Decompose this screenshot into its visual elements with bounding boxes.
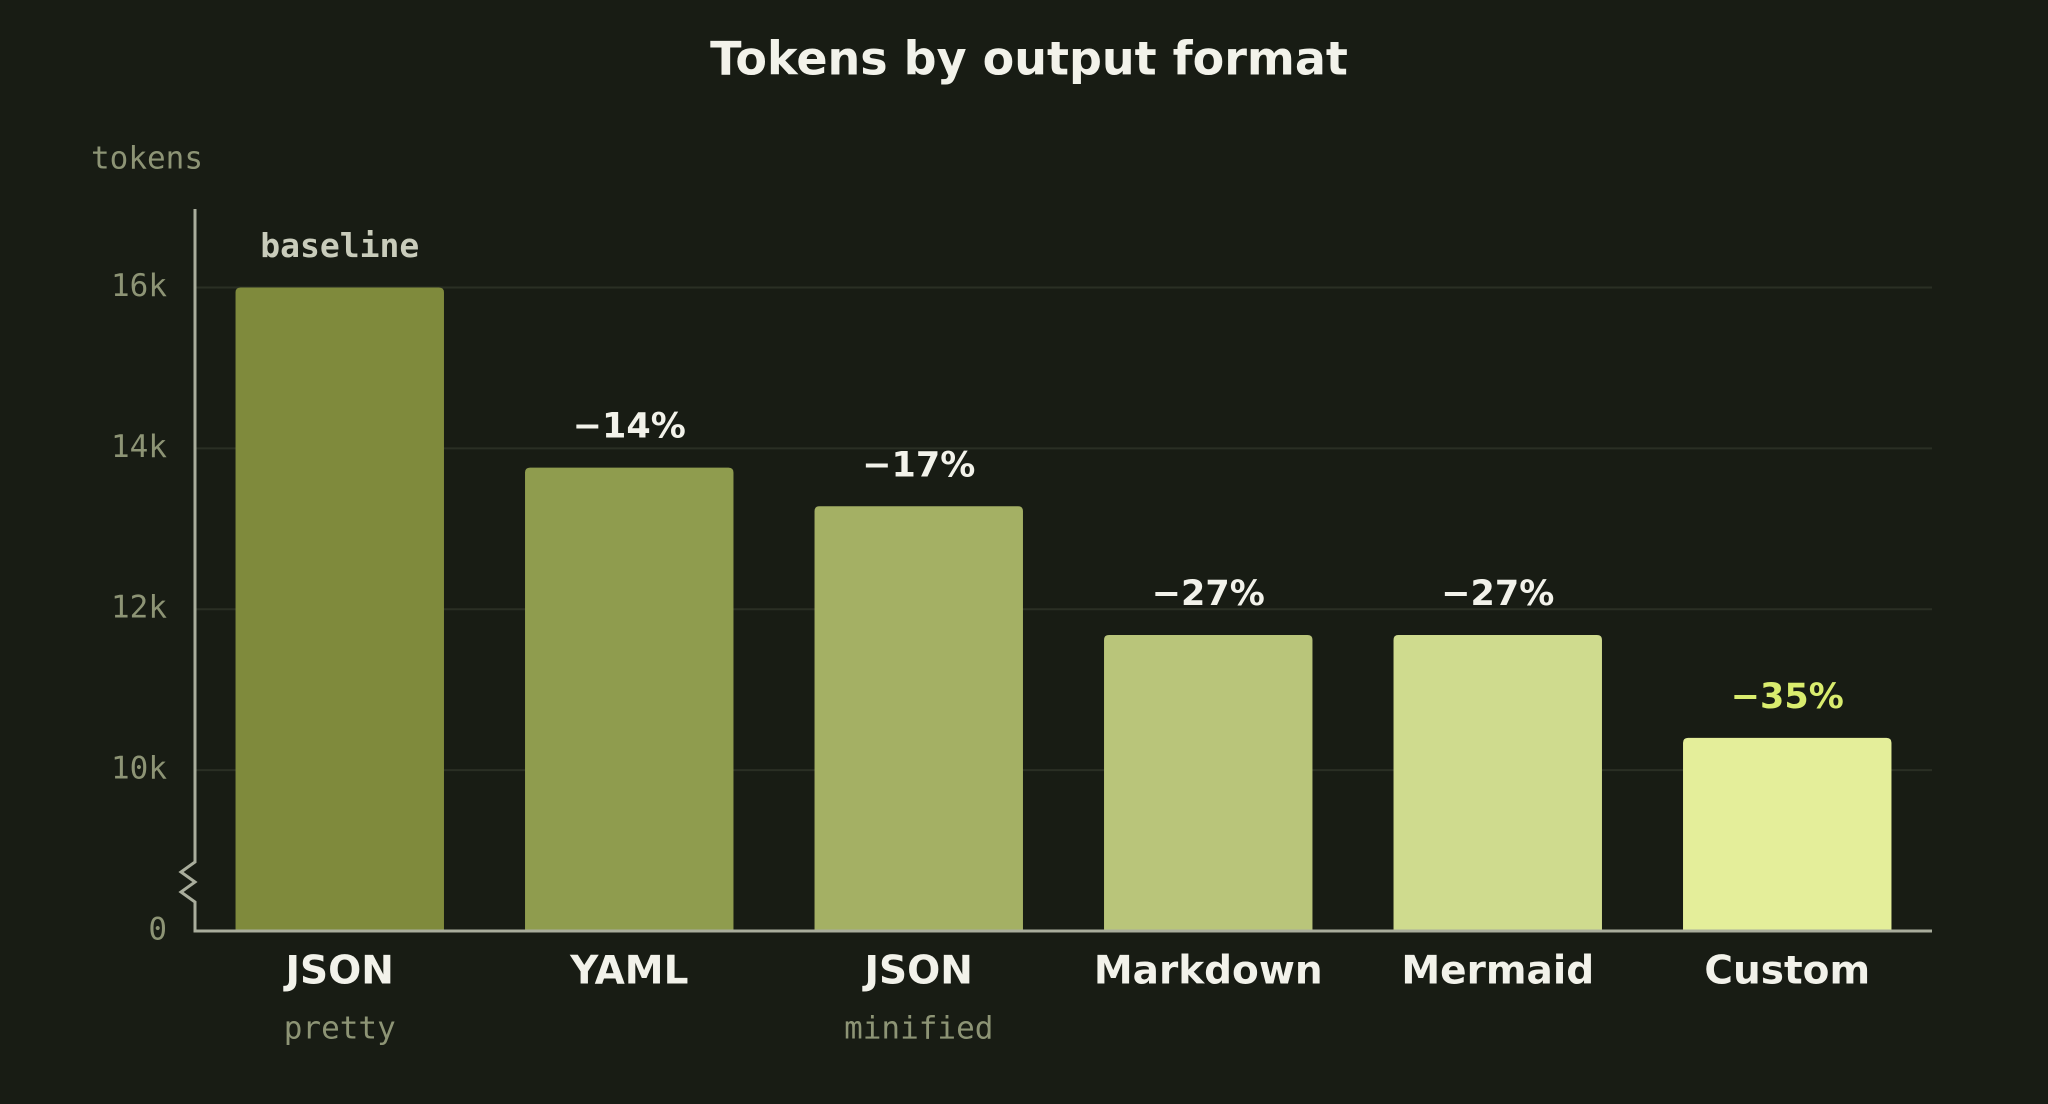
y-tick-label: 0 — [148, 912, 167, 948]
y-tick-label: 14k — [111, 429, 167, 465]
bar-annotation: −17% — [862, 445, 975, 485]
x-tick-label: YAML — [569, 949, 688, 994]
bar-annotation: −35% — [1731, 677, 1844, 717]
x-tick-sublabel: minified — [844, 1011, 993, 1047]
x-tick-label: Custom — [1704, 949, 1870, 994]
bar-annotation: −14% — [573, 407, 686, 447]
x-tick-label: JSON — [283, 949, 394, 994]
bar — [1104, 634, 1313, 931]
bar — [525, 467, 734, 931]
y-tick-label: 12k — [111, 590, 167, 626]
chart-title: Tokens by output format — [710, 32, 1348, 86]
bar-annotation: −27% — [1441, 574, 1554, 614]
bars — [235, 287, 1892, 931]
bar — [1683, 737, 1892, 931]
bar-annotation: baseline — [260, 226, 419, 265]
bar — [235, 287, 444, 931]
x-tick-label: Mermaid — [1401, 949, 1594, 994]
x-tick-sublabel: pretty — [284, 1011, 396, 1047]
x-tick-label: Markdown — [1094, 949, 1323, 994]
bar-annotation: −27% — [1152, 574, 1265, 614]
bar — [814, 506, 1023, 931]
y-tick-label: 10k — [111, 751, 167, 787]
y-tick-label: 16k — [111, 268, 167, 304]
grid — [195, 286, 1932, 772]
y-axis-label: tokens — [91, 141, 203, 177]
axis-with-break — [178, 209, 1932, 933]
bar — [1393, 634, 1602, 931]
x-tick-label: JSON — [862, 949, 973, 994]
